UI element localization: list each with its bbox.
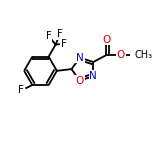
Text: F: F — [61, 39, 67, 49]
Text: F: F — [57, 29, 63, 39]
Text: O: O — [76, 76, 84, 86]
Text: O: O — [102, 35, 110, 45]
Text: F: F — [46, 31, 52, 41]
Text: F: F — [18, 85, 24, 95]
Text: N: N — [89, 71, 97, 81]
Text: N: N — [76, 53, 84, 63]
Text: CH₃: CH₃ — [135, 50, 152, 60]
Text: O: O — [117, 50, 125, 60]
